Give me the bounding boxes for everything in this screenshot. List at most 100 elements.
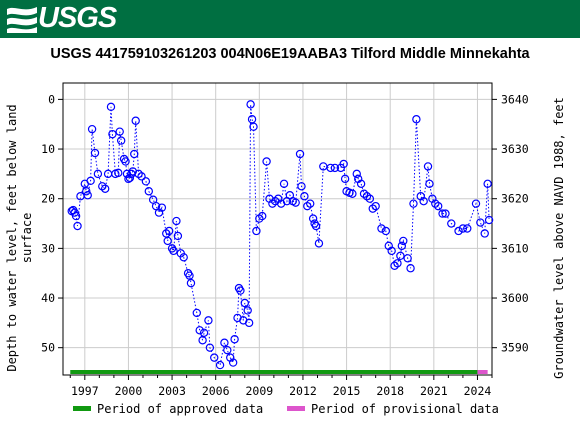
y-tick-label-right: 3620 — [501, 192, 529, 206]
data-point — [240, 298, 249, 308]
y-tick-label-right: 3600 — [501, 291, 529, 305]
series-line — [71, 104, 490, 367]
data-point — [396, 251, 405, 261]
data-point — [340, 174, 350, 184]
data-point — [458, 224, 468, 233]
data-point — [83, 191, 92, 200]
data-point — [249, 122, 258, 131]
legend-label-approved: Period of approved data — [97, 402, 263, 416]
usgs-logo-text: USGS — [38, 2, 117, 34]
data-point — [433, 201, 443, 211]
data-point — [223, 345, 232, 355]
data-point — [423, 162, 433, 171]
data-point — [314, 239, 324, 248]
data-point — [258, 211, 267, 221]
data-point — [144, 187, 153, 196]
data-point — [352, 169, 361, 179]
data-point — [306, 199, 315, 208]
data-point — [262, 157, 271, 166]
x-tick-label: 2003 — [158, 384, 186, 398]
legend: Period of approved data Period of provisi… — [73, 402, 499, 416]
data-point — [348, 189, 357, 198]
provisional-period-bar — [477, 370, 488, 374]
data-point — [425, 179, 434, 189]
data-point — [297, 182, 306, 191]
data-point — [236, 286, 245, 295]
data-point — [252, 226, 261, 236]
data-point — [71, 211, 81, 221]
data-point — [93, 169, 103, 179]
data-point — [137, 172, 146, 181]
data-point — [228, 358, 238, 367]
y-tick-label-left: 50 — [41, 341, 55, 355]
data-point — [339, 159, 348, 169]
x-tick-label: 2015 — [333, 384, 361, 398]
data-point — [121, 157, 130, 166]
y-tick-label-right: 3590 — [501, 341, 529, 355]
data-point — [220, 338, 229, 347]
data-point — [86, 176, 95, 186]
data-point — [204, 316, 213, 325]
data-point — [164, 226, 174, 236]
groundwater-chart: USGS 441759103261203 004N06E19AABA3 Tilf… — [5, 46, 566, 416]
data-point — [438, 209, 447, 218]
data-point — [471, 199, 481, 208]
x-tick-label: 2012 — [289, 384, 317, 398]
data-point — [186, 278, 196, 288]
data-point — [108, 129, 117, 139]
data-point — [484, 215, 494, 225]
legend-label-provisional: Period of provisional data — [311, 402, 499, 416]
data-point — [73, 221, 82, 231]
data-point — [244, 318, 254, 328]
data-point — [172, 216, 181, 226]
x-tick-label: 1997 — [71, 384, 99, 398]
data-point — [195, 326, 204, 335]
data-point — [483, 179, 492, 189]
data-point — [454, 226, 463, 236]
data-point — [365, 194, 375, 203]
usgs-wave-logo-icon — [7, 7, 37, 33]
data-point — [403, 254, 412, 263]
data-point — [387, 246, 396, 256]
data-point — [308, 214, 318, 223]
x-tick-label: 2000 — [115, 384, 143, 398]
data-point — [279, 179, 289, 189]
plot-frame — [62, 82, 493, 376]
data-point — [243, 306, 252, 315]
data-point — [447, 219, 456, 228]
y-axis-label-left: Depth to water level, feet below land — [5, 104, 19, 371]
x-tick-label: 2009 — [245, 384, 273, 398]
data-point — [377, 224, 386, 233]
y-axis-label-right: Groundwater level above NAVD 1988, feet — [552, 97, 566, 379]
y-tick-label-right: 3640 — [501, 92, 529, 106]
data-point — [100, 184, 110, 193]
data-point — [476, 218, 485, 227]
data-point — [131, 116, 140, 125]
chart-title: USGS 441759103261203 004N06E19AABA3 Tilf… — [50, 46, 530, 62]
y-tick-label-left: 0 — [48, 92, 55, 106]
data-point — [90, 148, 100, 158]
data-point — [397, 241, 407, 251]
data-point — [406, 264, 415, 273]
data-point — [356, 179, 366, 189]
y-axis-label-left-line2: surface — [20, 213, 34, 264]
x-tick-label: 2024 — [464, 384, 492, 398]
data-point — [300, 192, 309, 201]
data-point — [399, 236, 408, 246]
data-point — [82, 187, 91, 196]
x-tick-label: 2021 — [420, 384, 448, 398]
data-point — [326, 163, 335, 173]
y-tick-label-right: 3630 — [501, 142, 529, 156]
plot-area: 0 10 20 30 40 50 3640 3630 3620 3610 3600 3590 1997 2… — [41, 82, 529, 398]
y-tick-label-right: 3610 — [501, 241, 529, 255]
data-point — [230, 335, 239, 344]
data-point — [130, 149, 139, 159]
data-point — [115, 127, 124, 136]
data-point — [163, 236, 172, 246]
x-tick-label: 2018 — [376, 384, 404, 398]
y-tick-label-left: 20 — [41, 192, 55, 206]
data-point — [371, 201, 380, 211]
data-point — [199, 328, 209, 337]
legend-swatch-provisional — [287, 406, 305, 411]
data-point — [87, 124, 97, 134]
